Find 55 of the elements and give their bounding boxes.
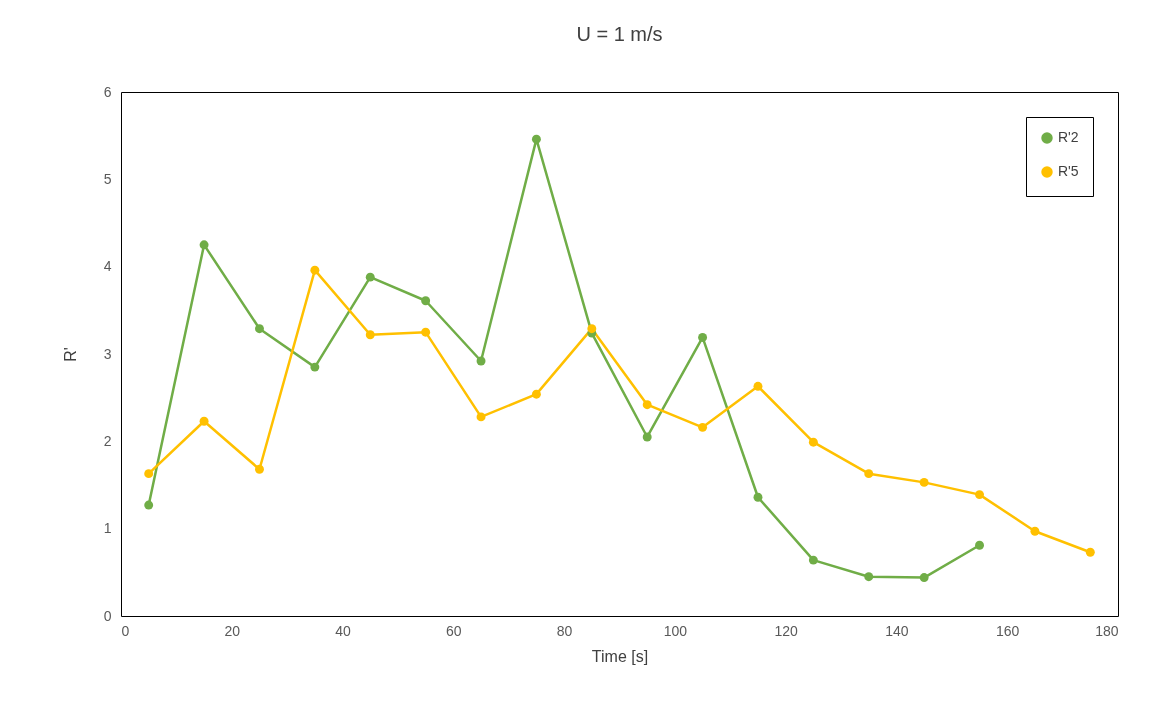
y-axis-title: R'	[61, 347, 79, 362]
point	[310, 362, 320, 372]
point	[199, 416, 209, 426]
point	[531, 389, 541, 399]
point	[476, 356, 486, 366]
legend-label: R'5	[1058, 163, 1079, 179]
point	[808, 437, 818, 447]
chart-title: U = 1 m/s	[576, 23, 663, 45]
x-tick-label: 180	[1095, 622, 1119, 639]
x-tick-label: 80	[556, 622, 573, 639]
point	[531, 134, 541, 144]
point	[587, 324, 597, 334]
point	[753, 381, 763, 391]
x-tick-label: 0	[121, 622, 130, 639]
point	[1085, 547, 1095, 557]
point	[1030, 526, 1040, 536]
point	[864, 469, 874, 479]
x-tick-label: 100	[663, 622, 688, 639]
point	[642, 400, 652, 410]
x-tick-label: 140	[885, 622, 909, 639]
point	[421, 327, 431, 337]
point	[255, 464, 264, 474]
x-tick-label: 20	[224, 622, 241, 639]
y-tick-label: 0	[103, 607, 112, 624]
point	[365, 272, 375, 282]
x-tick-label: 40	[335, 622, 352, 639]
x-tick-label: 160	[996, 622, 1020, 639]
y-tick-label: 3	[103, 345, 112, 362]
point	[199, 240, 209, 250]
x-tick-label: 120	[774, 622, 799, 639]
legend-label: R'2	[1058, 129, 1079, 145]
point	[642, 432, 652, 442]
point	[919, 477, 929, 487]
point	[365, 330, 375, 340]
point	[144, 469, 154, 479]
y-tick-label: 1	[103, 520, 112, 537]
y-tick-label: 5	[103, 170, 112, 187]
point	[310, 265, 320, 275]
point	[864, 572, 874, 582]
point	[975, 540, 984, 550]
point	[698, 422, 708, 432]
point	[698, 332, 708, 342]
point	[255, 324, 264, 334]
point	[808, 555, 818, 565]
point	[753, 492, 763, 502]
x-tick-label: 60	[446, 622, 462, 639]
point	[476, 412, 486, 422]
point	[144, 500, 154, 510]
y-tick-label: 6	[103, 83, 112, 100]
point	[919, 573, 929, 583]
x-axis-title: Time [s]	[591, 647, 649, 665]
y-tick-label: 2	[103, 432, 112, 449]
point	[975, 490, 984, 500]
y-tick-label: 4	[103, 258, 112, 275]
point	[421, 296, 431, 306]
